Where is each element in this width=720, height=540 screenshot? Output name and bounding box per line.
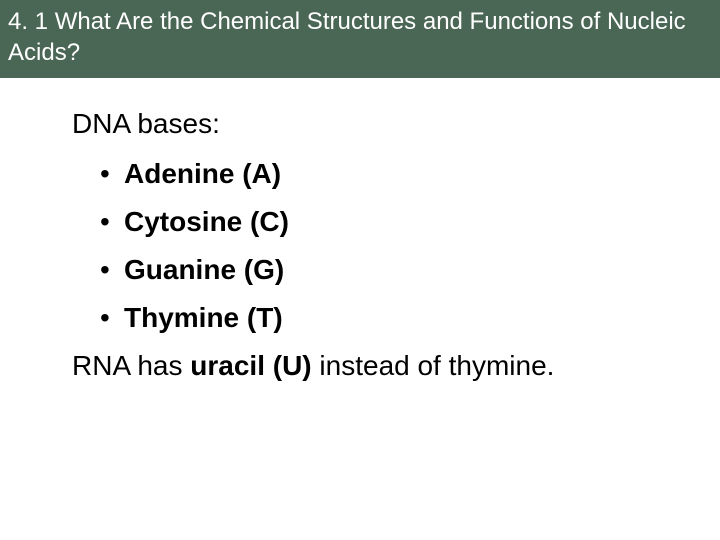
footnote: RNA has uracil (U) instead of thymine. (72, 350, 720, 382)
header-title: 4. 1 What Are the Chemical Structures an… (8, 8, 686, 66)
list-item: Guanine (G) (100, 254, 720, 286)
bullet-list: Adenine (A) Cytosine (C) Guanine (G) Thy… (72, 158, 720, 334)
list-item: Adenine (A) (100, 158, 720, 190)
list-item: Cytosine (C) (100, 206, 720, 238)
footnote-pre: RNA has (72, 350, 190, 381)
list-item: Thymine (T) (100, 302, 720, 334)
footnote-post: instead of thymine. (312, 350, 555, 381)
footnote-bold: uracil (U) (190, 350, 311, 381)
slide-header: 4. 1 What Are the Chemical Structures an… (0, 0, 720, 78)
intro-text: DNA bases: (72, 108, 720, 140)
slide-content: DNA bases: Adenine (A) Cytosine (C) Guan… (0, 78, 720, 382)
